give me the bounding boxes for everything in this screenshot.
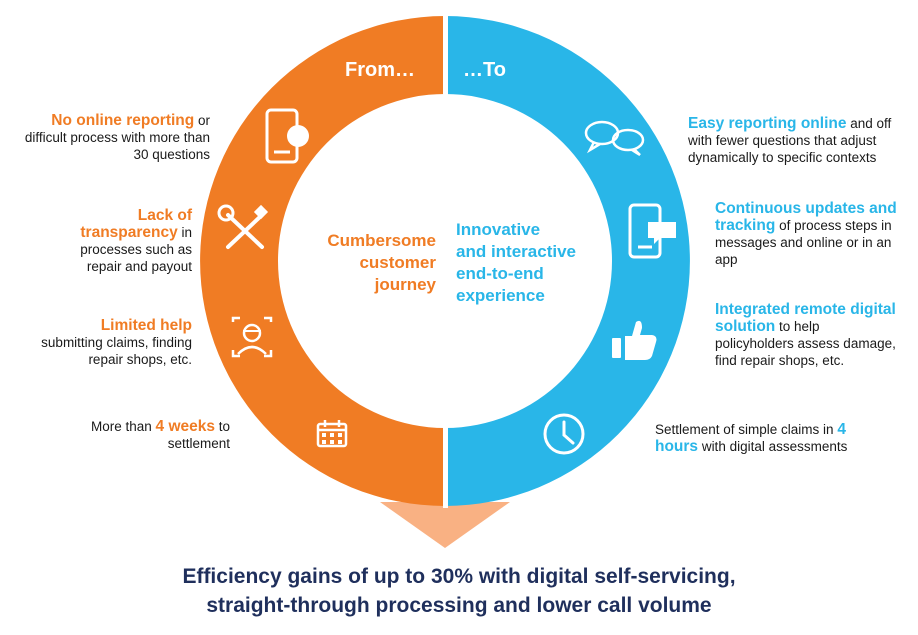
from-label: From… [345, 59, 415, 81]
center-right-text: Innovative and interactive end-to-end ex… [456, 219, 606, 307]
note-text: of process steps in messages and online … [715, 218, 892, 267]
center-right-line: experience [456, 286, 545, 305]
note-highlight: Continuous updates and tracking [715, 200, 897, 234]
center-right-line: Innovative [456, 220, 541, 239]
note-text: submitting claims, finding repair shops,… [41, 335, 192, 367]
note-text: or difficult process with more than 30 q… [24, 113, 210, 162]
funnel-triangle [380, 502, 510, 548]
right-note-continuous-updates: Continuous updates and tracking of proce… [715, 200, 900, 268]
note-text: and off with fewer questions that adjust… [688, 116, 892, 165]
smartphone-icon [265, 108, 309, 164]
note-highlight: No online reporting [51, 112, 195, 129]
calendar-icon [316, 420, 348, 448]
note-highlight: Integrated remote digital solution [715, 301, 896, 335]
center-left-line: journey [374, 275, 436, 294]
tools-icon [217, 204, 269, 249]
note-highlight: Lack of transparency [80, 207, 192, 241]
from-half-ring [200, 16, 445, 506]
note-pre: More than [90, 419, 156, 434]
footer-line-1: Efficiency gains of up to 30% with digit… [182, 565, 736, 588]
chat-bubbles-icon [584, 120, 645, 157]
center-left-line: Cumbersome [327, 231, 436, 250]
phone-message-icon [628, 203, 676, 259]
left-note-settlement: More than 4 weeks to settlement [60, 418, 230, 452]
note-text: to settlement [167, 419, 230, 451]
note-highlight: 4 hours [655, 421, 846, 455]
left-note-online-reporting: No online reporting or difficult process… [20, 112, 210, 163]
to-half-ring [445, 16, 690, 506]
center-divider [443, 14, 448, 508]
center-right-line: and interactive [456, 242, 576, 261]
to-label: …To [463, 59, 506, 81]
left-note-transparency: Lack of transparency in processes such a… [60, 207, 192, 275]
center-right-line: end-to-end [456, 264, 544, 283]
note-highlight: Easy reporting online [688, 115, 847, 132]
right-note-settlement: Settlement of simple claims in 4 hours w… [655, 421, 860, 455]
support-agent-icon [231, 316, 273, 358]
clock-icon [543, 413, 585, 455]
note-text: to help policyholders assess damage, fin… [715, 319, 896, 368]
thumbs-up-icon [612, 320, 657, 360]
note-highlight: 4 weeks [155, 418, 215, 435]
right-note-easy-reporting: Easy reporting online and off with fewer… [688, 115, 898, 166]
note-highlight: Limited help [100, 317, 192, 334]
right-note-remote-solution: Integrated remote digital solution to he… [715, 301, 900, 369]
note-text: with digital assessments [698, 439, 848, 454]
footer-line-2: straight-through processing and lower ca… [206, 594, 712, 617]
note-pre: Settlement of simple claims in [655, 422, 838, 437]
center-left-text: Cumbersome customer journey [300, 230, 436, 296]
left-note-limited-help: Limited help submitting claims, finding … [40, 317, 192, 368]
center-left-line: customer [359, 253, 436, 272]
efficiency-footer: Efficiency gains of up to 30% with digit… [0, 562, 918, 620]
note-text: in processes such as repair and payout [80, 225, 192, 274]
